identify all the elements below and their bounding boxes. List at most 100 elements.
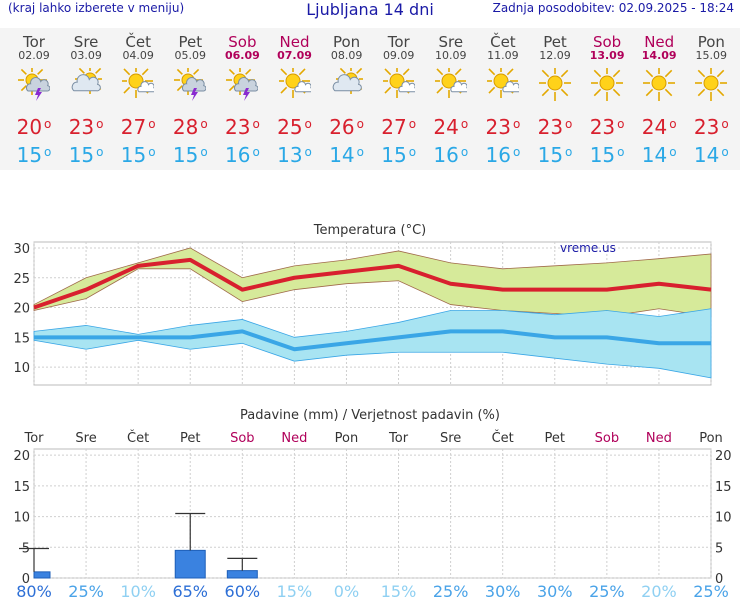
max-temp: 24 o [641,115,677,139]
chart-title: Temperatura (°C) [313,223,426,238]
max-temp-line [33,257,712,310]
x-tick-label: Tor [23,431,44,446]
day-name: Sre [73,33,99,51]
sun-small-cloud-icon [269,64,321,106]
y-tick-label-right: 20 [715,449,732,464]
min-temp: 15 o [16,143,52,167]
min-temp: 16 o [485,143,521,167]
sun-cloud-lightning-icon [216,65,268,106]
day-column: Čet 04.09 27 o 15 o [112,28,164,166]
day-column: Ned 14.09 24 o 14 o [633,28,685,166]
day-date: 09.09 [382,49,415,62]
day-name: Pet [543,33,567,51]
precip-probability: 25% [589,582,625,600]
day-date: 11.09 [487,49,519,62]
sun-cloud-lightning-icon [164,65,216,106]
last-updated: Zadnja posodobitev: 02.09.2025 - 18:24 [492,1,734,15]
y-tick-label-left: 0 [22,572,30,587]
y-tick-label-left: 20 [13,449,30,464]
max-temp: 23 o [537,115,573,139]
day-date: 03.09 [70,49,102,62]
sun-behind-cloud-icon [321,64,373,106]
day-date: 05.09 [174,49,207,62]
day-column: Čet 11.09 23 o 16 o [477,28,529,166]
y-tick-label: 15 [13,331,30,346]
precip-probability: 20% [641,582,677,600]
min-temp: 15 o [589,143,625,167]
day-date: 10.09 [435,49,467,62]
day-column: Pon 15.09 23 o 14 o [685,28,737,166]
day-column: Sre 03.09 23 o 15 o [60,28,112,166]
y-tick-label: 20 [13,302,30,317]
precip-probability: 0% [334,582,359,600]
x-tick-label: Sob [230,431,254,446]
sun-icon [529,65,581,106]
day-name: Čet [125,33,151,51]
day-name: Tor [387,33,410,51]
min-temp-line [34,329,711,352]
x-tick-label: Tor [388,431,409,446]
day-column: Sob 13.09 23 o 15 o [581,28,633,166]
max-temp: 23 o [485,115,521,139]
y-tick-label-right: 0 [715,572,723,587]
day-name: Pet [178,33,203,51]
day-name: Sob [592,33,622,51]
day-name: Sob [228,33,257,51]
day-name: Ned [279,33,310,51]
precip-probability: 25% [693,582,729,600]
precip-probability: 15% [277,582,313,600]
precip-probability: 15% [381,582,417,600]
x-tick-label: Sre [440,431,461,446]
x-tick-label: Čet [127,430,149,446]
day-column: Pon 08.09 26 o 14 o [321,28,373,166]
max-temp: 26 o [329,115,364,139]
day-name: Ned [644,33,675,51]
y-tick-label: 10 [13,361,30,376]
precip-bar [33,571,51,579]
y-tick-label-left: 10 [13,511,30,526]
x-tick-label: Pet [180,431,200,446]
precip-probability: 80% [16,582,52,600]
max-temp: 27 o [120,115,156,139]
day-column: Ned 07.09 25 o 13 o [269,28,321,166]
y-tick-label: 30 [13,242,30,257]
chart-title: Padavine (mm) / Verjetnost padavin (%) [240,408,500,423]
sun-small-cloud-icon [112,64,164,106]
day-name: Pon [697,33,725,51]
x-tick-label: Pon [335,431,359,446]
x-tick-label: Sob [595,431,619,446]
day-date: 02.09 [18,49,50,62]
sun-icon [581,65,633,106]
day-date: 08.09 [330,49,363,62]
precip-probability: 60% [225,582,261,600]
max-temp: 25 o [277,115,312,139]
plot-area [33,448,712,579]
min-temp: 13 o [277,143,312,167]
precip-probability: 25% [433,582,469,600]
x-tick-label: Ned [281,431,307,446]
min-temp: 15 o [537,143,573,167]
precip-bar [226,570,258,579]
min-temp: 14 o [641,143,677,167]
max-temp: 24 o [433,115,469,139]
precip-probability: 30% [537,582,573,600]
max-temp: 23 o [589,115,625,139]
x-tick-label: Sre [75,431,96,446]
header-bar: (kraj lahko izberete v meniju) Ljubljana… [0,0,740,20]
day-column: Tor 09.09 27 o 15 o [373,28,425,166]
min-temp: 16 o [433,143,469,167]
min-temp: 15 o [68,143,104,167]
day-date: 14.09 [641,49,677,62]
max-temp: 23 o [693,115,729,139]
precip-probability: 10% [120,582,156,600]
day-name: Sre [438,33,464,51]
menu-hint: (kraj lahko izberete v meniju) [8,1,185,15]
day-date: 12.09 [539,49,571,62]
sun-small-cloud-icon [373,64,425,106]
temperature-chart: Temperatura (°C) 10 15 20 25 30 vreme.us [13,223,712,386]
day-name: Čet [490,33,516,51]
day-column: Pet 05.09 28 o 15 o [164,28,216,166]
max-temp: 20 o [16,115,52,139]
daily-forecast-strip: Tor 02.09 20 o 15 o Sre 03.09 23 o 15 o Čet … [0,28,740,170]
min-temp: 15 o [381,143,417,167]
